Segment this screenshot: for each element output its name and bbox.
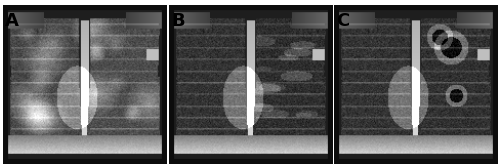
Text: B: B (172, 12, 185, 30)
Text: C: C (336, 12, 350, 30)
Text: A: A (5, 12, 19, 30)
